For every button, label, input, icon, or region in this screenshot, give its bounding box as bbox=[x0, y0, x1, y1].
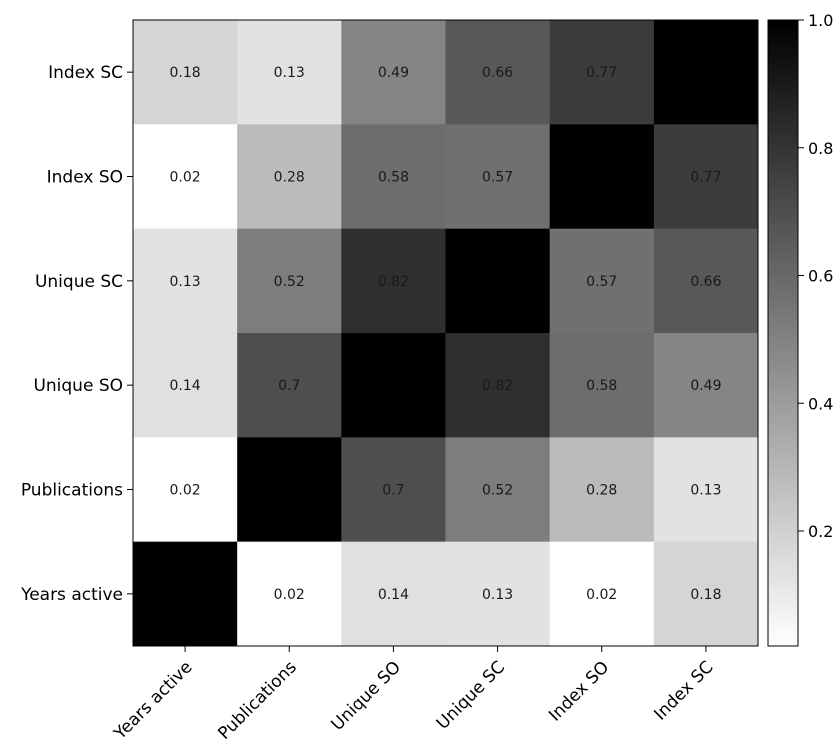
cell-value-label: 0.13 bbox=[169, 274, 200, 290]
heatmap-cell bbox=[549, 20, 655, 125]
plot-frame bbox=[132, 19, 759, 647]
cell-value-label: 0.02 bbox=[169, 483, 200, 499]
cell-value-label: 0.13 bbox=[274, 65, 305, 81]
heatmap-cell bbox=[133, 437, 238, 543]
cell-value-label: 0.7 bbox=[382, 483, 404, 499]
cell-value-label: 0.77 bbox=[586, 65, 617, 81]
x-tick-label: Years active bbox=[110, 657, 197, 744]
y-tick-label: Publications bbox=[21, 481, 123, 501]
heatmap-cell-labels: 0.18 0.13 0.49 0.66 0.77 0.02 0.28 0.58 0.57 0.77… bbox=[169, 65, 721, 603]
cell-value-label: 0.66 bbox=[482, 65, 513, 81]
heatmap-cell bbox=[237, 437, 342, 543]
heatmap-cell bbox=[237, 124, 342, 230]
heatmap-cell bbox=[549, 124, 655, 230]
heatmap-cell bbox=[341, 437, 446, 543]
heatmap-cells bbox=[133, 20, 759, 647]
cell-value-label: 0.14 bbox=[169, 378, 200, 394]
cell-value-label: 0.58 bbox=[378, 170, 409, 186]
colorbar-tick-label: 1.0 bbox=[808, 11, 833, 30]
heatmap-cell bbox=[653, 541, 759, 647]
heatmap-cell bbox=[237, 541, 342, 647]
heatmap-cell bbox=[445, 333, 551, 438]
y-tick-label: Unique SC bbox=[35, 272, 123, 292]
cell-value-label: 0.7 bbox=[278, 378, 300, 394]
cell-value-label: 0.02 bbox=[586, 587, 617, 603]
x-tick-label: Index SC bbox=[650, 657, 717, 724]
heatmap-cell bbox=[133, 20, 238, 125]
cell-value-label: 0.49 bbox=[378, 65, 409, 81]
heatmap-cell bbox=[341, 333, 446, 438]
cell-value-label: 0.18 bbox=[169, 65, 200, 81]
x-tick-label: Unique SO bbox=[327, 657, 404, 734]
colorbar-tick-label: 0.6 bbox=[808, 267, 833, 286]
y-tick-label: Years active bbox=[20, 585, 123, 605]
heatmap-cell bbox=[445, 124, 551, 230]
heatmap-cell bbox=[341, 20, 446, 125]
heatmap-cell bbox=[133, 333, 238, 438]
heatmap-cell bbox=[445, 437, 551, 543]
cell-value-label: 0.02 bbox=[274, 587, 305, 603]
heatmap-cell bbox=[653, 124, 759, 230]
cell-value-label: 0.52 bbox=[482, 483, 513, 499]
heatmap-cell bbox=[341, 124, 446, 230]
heatmap-cell bbox=[341, 541, 446, 647]
colorbar-gradient bbox=[767, 19, 799, 647]
cell-value-label: 0.57 bbox=[482, 170, 513, 186]
cell-value-label: 0.82 bbox=[482, 378, 513, 394]
y-axis: Index SC Index SO Unique SC Unique SO Public… bbox=[20, 63, 133, 605]
colorbar-tick-label: 0.8 bbox=[808, 139, 833, 158]
heatmap-cell bbox=[341, 228, 446, 334]
heatmap-cell bbox=[237, 20, 342, 125]
x-axis: Years active Publications Unique SO Unique … bbox=[110, 646, 717, 744]
colorbar: 0.2 0.4 0.6 0.8 1.0 bbox=[767, 11, 833, 647]
cell-value-label: 0.82 bbox=[378, 274, 409, 290]
x-tick-label: Index SO bbox=[545, 657, 613, 725]
heatmap-cell bbox=[237, 228, 342, 334]
heatmap-cell bbox=[653, 20, 759, 125]
heatmap-cell bbox=[133, 541, 238, 647]
heatmap-cell bbox=[653, 333, 759, 438]
heatmap-cell bbox=[653, 437, 759, 543]
cell-value-label: 0.18 bbox=[690, 587, 721, 603]
heatmap-cell bbox=[237, 333, 342, 438]
x-tick-label: Unique SC bbox=[433, 657, 509, 733]
heatmap-cell bbox=[549, 541, 655, 647]
x-tick-label: Publications bbox=[214, 657, 300, 743]
cell-value-label: 0.02 bbox=[169, 170, 200, 186]
heatmap-cell bbox=[133, 124, 238, 230]
colorbar-tick-label: 0.4 bbox=[808, 394, 833, 413]
cell-value-label: 0.28 bbox=[274, 170, 305, 186]
cell-value-label: 0.13 bbox=[482, 587, 513, 603]
cell-value-label: 0.58 bbox=[586, 378, 617, 394]
colorbar-tick-label: 0.2 bbox=[808, 522, 833, 541]
cell-value-label: 0.14 bbox=[378, 587, 409, 603]
y-tick-label: Index SO bbox=[47, 168, 123, 188]
heatmap-cell bbox=[445, 228, 551, 334]
cell-value-label: 0.28 bbox=[586, 483, 617, 499]
heatmap-cell bbox=[549, 333, 655, 438]
heatmap-cell bbox=[133, 228, 238, 334]
cell-value-label: 0.77 bbox=[690, 170, 721, 186]
heatmap-cell bbox=[445, 541, 551, 647]
y-tick-label: Index SC bbox=[48, 63, 123, 83]
cell-value-label: 0.57 bbox=[586, 274, 617, 290]
cell-value-label: 0.66 bbox=[690, 274, 721, 290]
heatmap-cell bbox=[445, 20, 551, 125]
heatmap-cell bbox=[549, 228, 655, 334]
heatmap-cell bbox=[549, 437, 655, 543]
y-tick-label: Unique SO bbox=[33, 376, 123, 396]
heatmap-cell bbox=[653, 228, 759, 334]
cell-value-label: 0.49 bbox=[690, 378, 721, 394]
cell-value-label: 0.13 bbox=[690, 483, 721, 499]
cell-value-label: 0.52 bbox=[274, 274, 305, 290]
